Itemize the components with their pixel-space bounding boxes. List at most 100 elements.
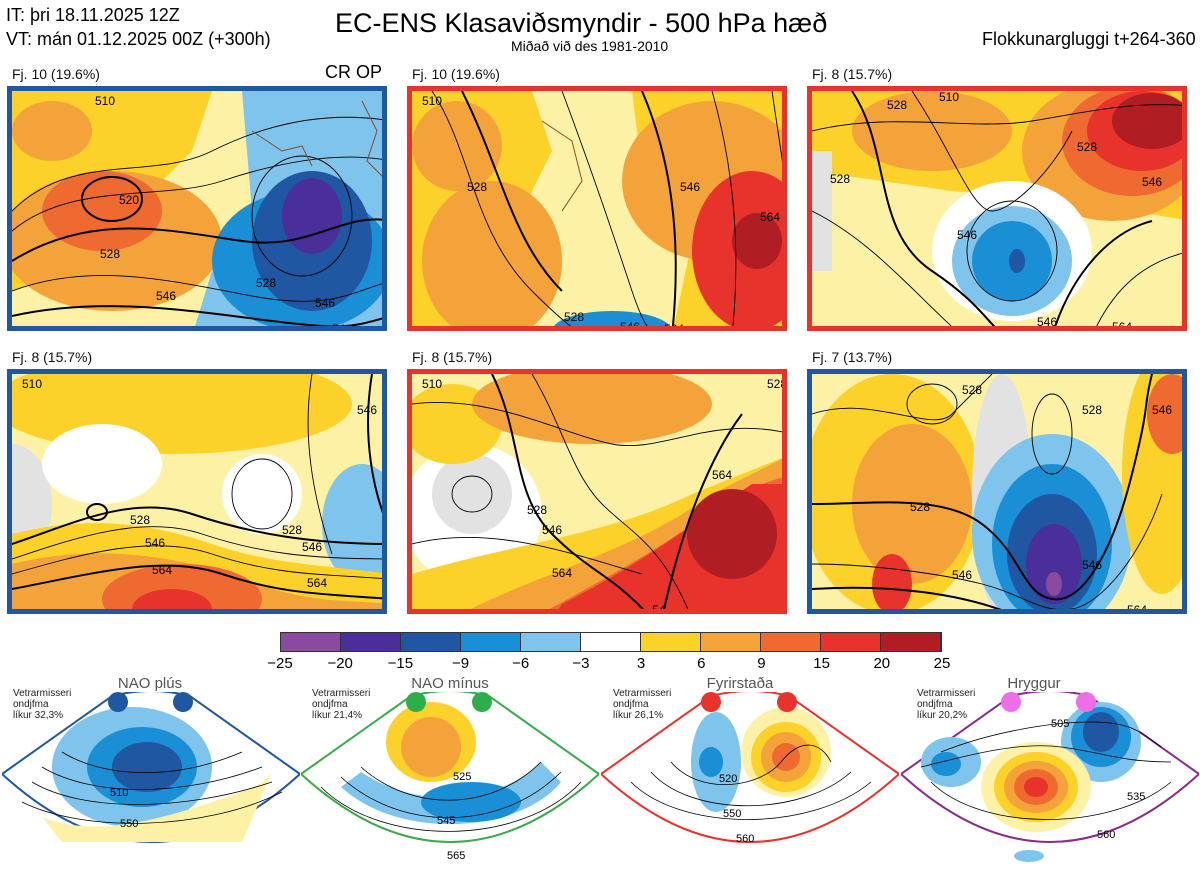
regime-3-note: Vetrarmisseri ondjfma líkur 26,1% [613,688,672,721]
panel-5-contour-label: 528 [767,377,787,391]
colorbar-tick-label: 6 [697,655,706,672]
regime-3-contour-label: 560 [736,833,754,845]
regime-1-marker [108,692,128,712]
panel-3-contour-label: 528 [887,98,907,112]
panel-6-label: Fj. 7 (13.7%) [812,349,893,365]
panel-6-contour-label: 528 [910,500,930,514]
colorbar-tick-label: 25 [933,655,951,672]
panel-2-contour-label: 546 [680,180,700,194]
panel-2-contour-label: 510 [422,94,442,108]
colorbar-segment [281,633,341,651]
panel-1-contour-label: 510 [95,94,115,108]
panel-2-label: Fj. 10 (19.6%) [412,66,500,82]
panel-6-contour-label: 546 [1152,403,1172,417]
panel-1-label: Fj. 10 (19.6%) [12,66,100,82]
colorbar-segment [821,633,881,651]
regime-2-marker [406,692,426,712]
colorbar-tick-label: 20 [873,655,891,672]
regime-3-marker [777,692,797,712]
colorbar-segment [581,633,641,651]
cluster-map-6: 528 528 546 528 546 564 546 [807,369,1187,614]
panel-5-contour-label: 564 [712,468,732,482]
regime-1-note: Vetrarmisseri ondjfma líkur 32,3% [13,688,72,721]
regime-2-note: Vetrarmisseri ondjfma líkur 21,4% [312,688,371,721]
panel-6-contour-label: 528 [1082,403,1102,417]
panel-3-contour-label: 546 [1037,315,1057,329]
panel-4-contour-label: 564 [152,563,172,577]
regime-1-contour-label: 510 [110,787,128,799]
regime-3-contour-label: 520 [719,773,737,785]
colorbar-segment [881,633,941,651]
regime-4-contour-label: 505 [1051,718,1069,730]
colorbar-tick-label: 9 [757,655,766,672]
panel-6-contour-label: 546 [952,568,972,582]
panel-2-contour-label: 528 [564,310,584,324]
panel-5-contour-label: 564 [552,566,572,580]
cluster-map-5: 510 528 528 546 564 564 54 [407,369,787,614]
regime-1-title: NAO plús [117,675,183,692]
panel-3-contour-label: 528 [830,172,850,186]
panel-2-contour-label: 564 [664,322,684,331]
regime-3-title: Fyrirstaða [706,675,774,692]
panel-2-contour-label: 528 [467,180,487,194]
regime-4-marker [1001,692,1021,712]
init-time: IT: þri 18.11.2025 12Z [6,5,180,25]
panel-6-contour-label: 564 [1127,603,1147,614]
panel-4-contour-label: 510 [22,377,42,391]
regime-1-contour-label: 550 [120,818,138,830]
cluster-window: Flokkunargluggi t+264-360 [982,29,1196,49]
regime-panels: 510 550 525 545 565 520 550 560 [0,676,1200,871]
colorbar-segment [761,633,821,651]
panel-3-contour-label: 546 [957,228,977,242]
panel-1-contour-label: 528 [100,247,120,261]
valid-time: VT: mán 01.12.2025 00Z (+300h) [6,29,271,49]
panel-3-label: Fj. 8 (15.7%) [812,66,893,82]
panel-3-contour-label: 510 [939,91,959,104]
panel-1-contour-label: 520 [119,193,139,207]
regime-2-contour-label: 525 [453,771,471,783]
panel-4-contour-label: 546 [357,403,377,417]
regime-4-title: Hryggur [1007,675,1061,692]
panel-4-contour-label: 564 [307,576,327,590]
cluster-map-2: 510 528 546 564 528 546 564 [407,86,787,331]
colorbar-tick-label: −6 [512,655,530,672]
cluster-map-3: 528 510 528 546 528 546 546 564 [807,86,1187,331]
panel-5-label: Fj. 8 (15.7%) [412,349,493,365]
colorbar-segment [341,633,401,651]
panel-4-label: Fj. 8 (15.7%) [12,349,93,365]
panel-3-contour-label: 564 [1112,320,1132,331]
cluster-map-4: 510 546 528 546 528 546 564 564 [7,369,387,614]
colorbar-tick-label: 3 [636,655,646,672]
panel-6-contour-label: 546 [1082,558,1102,572]
regime-3-contour-label: 550 [723,808,741,820]
panel-2-contour-label: 546 [620,320,640,331]
page-title: EC-ENS Klasaviðsmyndir - 500 hPa hæð [335,8,828,38]
panel-1-contour-label: 546 [315,296,335,310]
colorbar-segment [401,633,461,651]
panel-5-contour-label: 510 [422,377,442,391]
regime-4-note: Vetrarmisseri ondjfma líkur 20,2% [917,688,976,721]
panel-5-contour-label: 546 [542,523,562,537]
regime-2-marker [472,692,492,712]
panel-4-contour-label: 546 [145,536,165,550]
panel-1-contour-label: 54 [332,322,346,331]
regime-2-contour-label: 565 [447,850,465,862]
regime-2-contour-label: 545 [437,815,455,827]
colorbar-segment [701,633,761,651]
panel-4-contour-label: 528 [130,513,150,527]
colorbar-tick-label: −25 [267,655,293,672]
colorbar-tick-label: −3 [572,655,590,672]
panel-1-contour-label: 528 [256,276,276,290]
panel-3-contour-label: 528 [1077,140,1097,154]
panel-2-contour-label: 564 [760,210,780,224]
colorbar-tick-label: −20 [327,655,353,672]
colorbar-tick-label: −9 [451,655,470,672]
regime-1-marker [173,692,193,712]
panel-1-contour-label: 546 [156,289,176,303]
regime-4-contour-label: 560 [1097,829,1115,841]
panel-5-contour-label: 528 [527,503,547,517]
colorbar [280,632,942,652]
colorbar-tick-label: −15 [387,655,414,672]
regime-4-contour-label: 535 [1127,791,1145,803]
regime-3-marker [701,692,721,712]
